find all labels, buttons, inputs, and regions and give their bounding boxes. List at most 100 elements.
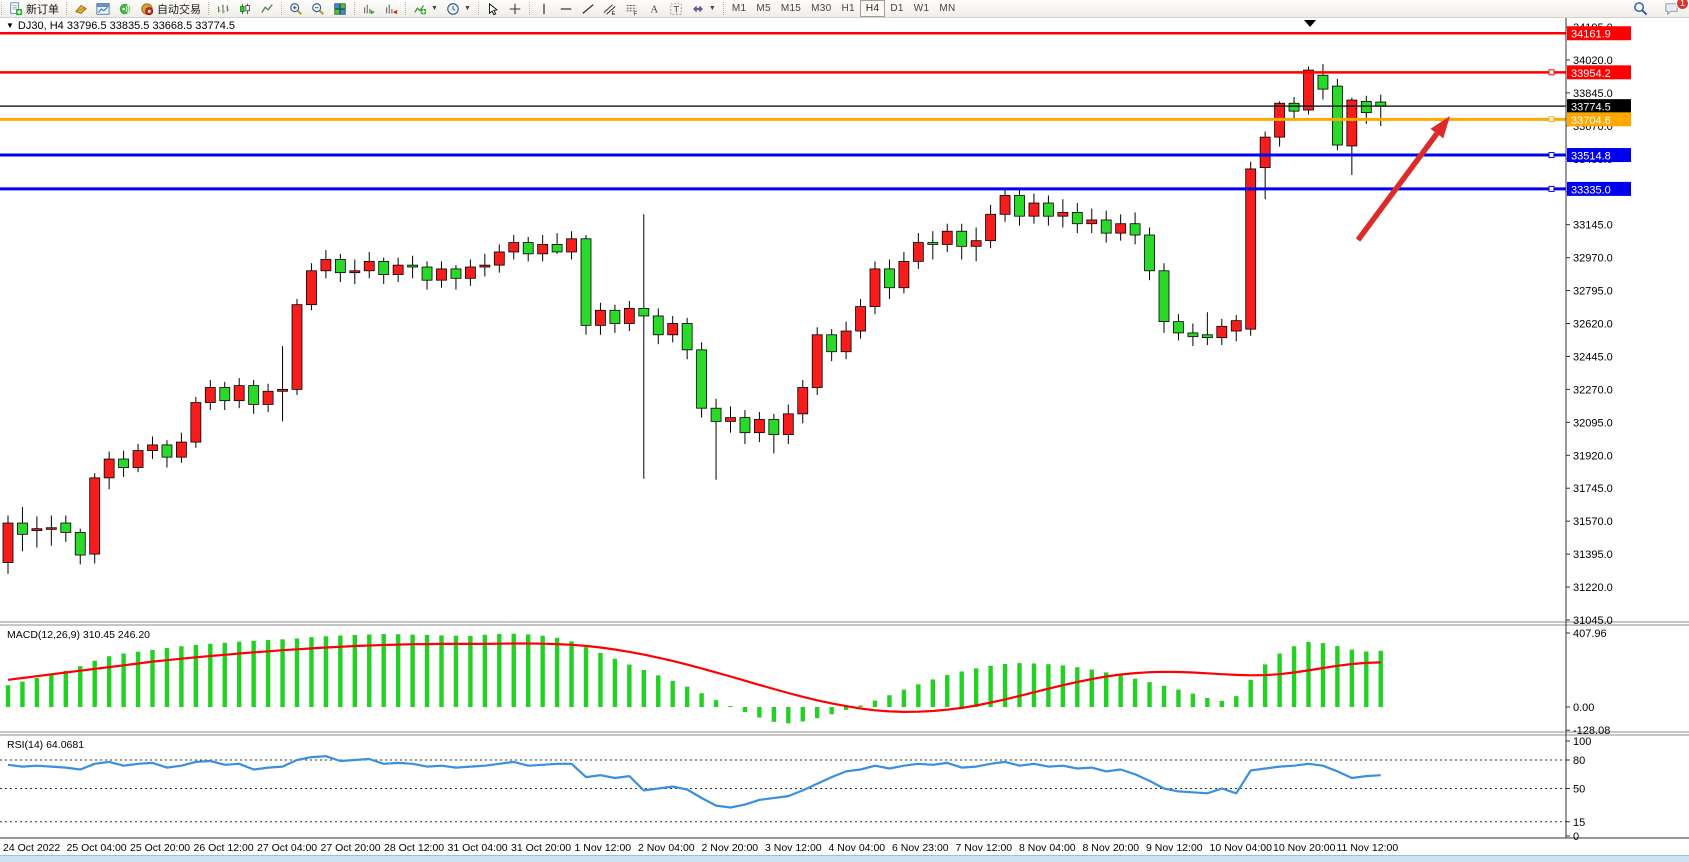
new-order-button[interactable]: 新订单 bbox=[5, 0, 63, 17]
arrows-button[interactable]: ▼ bbox=[687, 0, 720, 17]
crosshair-icon bbox=[508, 2, 522, 16]
search-icon bbox=[1633, 1, 1648, 16]
search-button[interactable] bbox=[1629, 0, 1652, 17]
svg-text:11 Nov 12:00: 11 Nov 12:00 bbox=[1337, 842, 1399, 854]
timeframe-h1[interactable]: H1 bbox=[841, 3, 855, 14]
trendline-button[interactable] bbox=[577, 0, 599, 17]
chart-collapse-icon[interactable]: ▼ bbox=[6, 21, 14, 30]
toolbar-group-3 bbox=[280, 0, 353, 17]
auto-trading-button[interactable]: 自动交易 bbox=[136, 0, 205, 17]
timeframe-m1[interactable]: M1 bbox=[731, 3, 747, 14]
periods-button[interactable]: ▼ bbox=[442, 0, 475, 17]
price-badge-33704.6 bbox=[1567, 112, 1631, 127]
zoom-out-button[interactable] bbox=[307, 0, 329, 17]
market-watch-button[interactable] bbox=[70, 0, 92, 17]
vertical-line-button[interactable] bbox=[533, 0, 555, 17]
chart-shift-marker[interactable] bbox=[1304, 20, 1316, 27]
svg-text:407.96: 407.96 bbox=[1573, 628, 1607, 640]
chevron-down-icon[interactable]: ▼ bbox=[431, 5, 438, 12]
svg-text:32445.0: 32445.0 bbox=[1573, 351, 1613, 363]
new-chart-icon bbox=[96, 2, 110, 16]
svg-text:33704.6: 33704.6 bbox=[1571, 115, 1611, 127]
chart-window[interactable]: 34195.034020.033845.033670.033495.033320… bbox=[0, 17, 1689, 862]
price-badge-33514.8 bbox=[1567, 148, 1631, 163]
chart-bars-icon bbox=[216, 2, 230, 16]
svg-text:33954.2: 33954.2 bbox=[1571, 68, 1611, 80]
chart-shift-button[interactable] bbox=[380, 0, 402, 17]
signal-icon bbox=[118, 2, 132, 16]
horizontal-line-button[interactable] bbox=[555, 0, 577, 17]
trendline-icon bbox=[581, 2, 595, 16]
crosshair-button[interactable] bbox=[504, 0, 526, 17]
indicators-button[interactable]: ▼ bbox=[409, 0, 442, 17]
chart-candles-icon bbox=[238, 2, 252, 16]
auto-scroll-button[interactable] bbox=[358, 0, 380, 17]
svg-text:33335.0: 33335.0 bbox=[1571, 184, 1611, 196]
text-button[interactable]: A bbox=[643, 0, 665, 17]
toolbar-group-1: 自动交易 bbox=[65, 0, 207, 17]
svg-text:A: A bbox=[650, 4, 658, 15]
svg-text:31920.0: 31920.0 bbox=[1573, 450, 1613, 462]
chevron-down-icon[interactable]: ▼ bbox=[708, 5, 716, 12]
timeframe-h4[interactable]: H4 bbox=[859, 0, 886, 17]
timeframe-mn[interactable]: MN bbox=[939, 3, 956, 14]
zoom-in-button[interactable] bbox=[285, 0, 307, 17]
svg-text:80: 80 bbox=[1573, 755, 1585, 767]
signal-button[interactable] bbox=[114, 0, 136, 17]
auto-trading-icon bbox=[140, 2, 154, 16]
price-badge-33335.0 bbox=[1567, 181, 1631, 196]
timeframe-d1[interactable]: D1 bbox=[890, 3, 904, 14]
candlestick-chart-button[interactable] bbox=[234, 0, 256, 17]
trend-arrow-annotation[interactable] bbox=[1355, 116, 1450, 242]
chart-title: ▼ DJ30, H4 33796.5 33835.5 33668.5 33774.… bbox=[6, 20, 235, 32]
chart-line-icon bbox=[260, 2, 274, 16]
rsi-indicator-label: RSI(14) 64.0681 bbox=[7, 739, 85, 751]
timeframe-m5[interactable]: M5 bbox=[756, 3, 771, 14]
rsi-line bbox=[7, 755, 1381, 809]
line-chart-button[interactable] bbox=[256, 0, 278, 17]
svg-text:8 Nov 04:00: 8 Nov 04:00 bbox=[1019, 842, 1076, 854]
svg-text:31 Oct 20:00: 31 Oct 20:00 bbox=[511, 842, 571, 854]
bar-chart-button[interactable] bbox=[212, 0, 234, 17]
svg-text:31395.0: 31395.0 bbox=[1573, 549, 1613, 561]
candlestick-series bbox=[2, 64, 1387, 574]
svg-text:7 Nov 12:00: 7 Nov 12:00 bbox=[956, 842, 1013, 854]
timeframe-m15[interactable]: M15 bbox=[780, 3, 802, 14]
cursor-icon bbox=[486, 2, 500, 16]
text-icon: A bbox=[647, 2, 661, 16]
fibonacci-button[interactable]: F bbox=[621, 0, 643, 17]
equidistant-channel-button[interactable]: E bbox=[599, 0, 621, 17]
text-label-button[interactable]: T bbox=[665, 0, 687, 17]
fibonacci-icon: F bbox=[625, 2, 639, 16]
label-icon: T bbox=[669, 2, 683, 16]
notification-badge: 1 bbox=[1675, 0, 1689, 10]
notifications-button[interactable]: 1 bbox=[1660, 0, 1689, 17]
tile-windows-button[interactable] bbox=[329, 0, 351, 17]
market-watch-icon bbox=[74, 2, 88, 16]
timeframe-toolbar: M1 M5 M15 M30 H1 H4 D1 W1 MN bbox=[722, 0, 963, 17]
chevron-down-icon[interactable]: ▼ bbox=[463, 5, 471, 12]
chart-title-text: DJ30, H4 33796.5 33835.5 33668.5 33774.5 bbox=[17, 20, 236, 32]
toolbar-right: 1 bbox=[1629, 0, 1689, 17]
toolbar-group-4 bbox=[353, 0, 404, 17]
svg-text:31220.0: 31220.0 bbox=[1573, 582, 1613, 594]
indicators-icon bbox=[413, 2, 427, 16]
time-axis[interactable]: 24 Oct 2022 25 Oct 04:00 25 Oct 20:00 26 Oc… bbox=[0, 837, 1689, 854]
svg-text:2 Nov 20:00: 2 Nov 20:00 bbox=[702, 842, 759, 854]
price-chart-canvas[interactable]: 34195.034020.033845.033670.033495.033320… bbox=[0, 17, 1689, 861]
new-chart-button[interactable] bbox=[92, 0, 114, 17]
price-axis[interactable]: 34195.034020.033845.033670.033495.033320… bbox=[1565, 17, 1631, 843]
toolbar-group-5: ▼ ▼ bbox=[404, 0, 477, 17]
svg-text:31570.0: 31570.0 bbox=[1573, 516, 1613, 528]
svg-text:8 Nov 20:00: 8 Nov 20:00 bbox=[1083, 842, 1140, 854]
cursor-button[interactable] bbox=[482, 0, 504, 17]
zoom-out-icon bbox=[311, 2, 325, 16]
svg-text:31 Oct 04:00: 31 Oct 04:00 bbox=[448, 842, 508, 854]
timeframe-w1[interactable]: W1 bbox=[913, 3, 930, 14]
price-badge-33954.2 bbox=[1567, 65, 1631, 80]
horizontal-price-lines[interactable] bbox=[0, 31, 1566, 192]
svg-text:33845.0: 33845.0 bbox=[1573, 88, 1613, 100]
timeframe-m30[interactable]: M30 bbox=[811, 3, 832, 14]
svg-text:33774.5: 33774.5 bbox=[1571, 102, 1611, 114]
svg-text:9 Nov 12:00: 9 Nov 12:00 bbox=[1146, 842, 1203, 854]
